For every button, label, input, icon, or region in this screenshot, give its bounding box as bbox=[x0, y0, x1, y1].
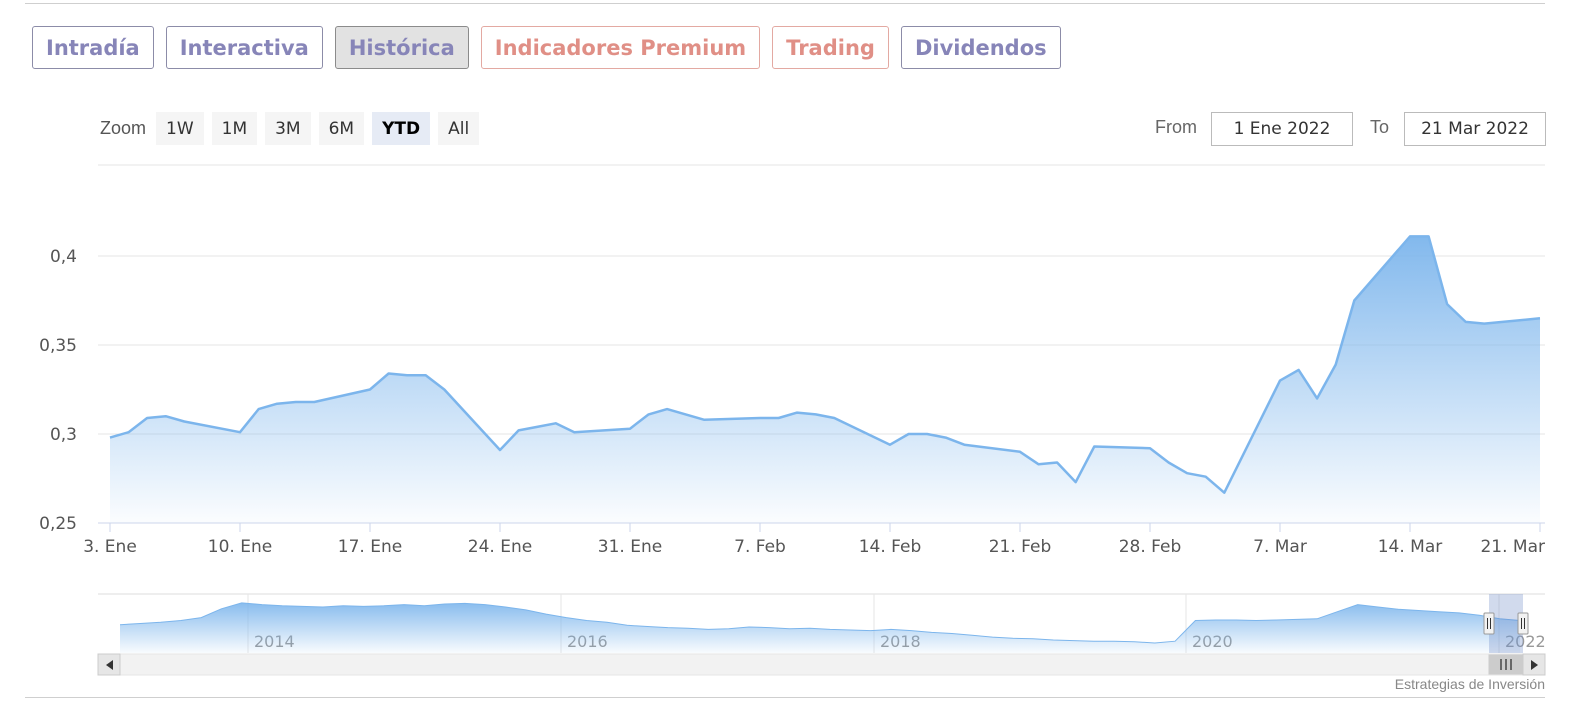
series-area bbox=[110, 236, 1540, 523]
x-tick-label: 28. Feb bbox=[1119, 537, 1182, 557]
bottom-rule bbox=[25, 697, 1545, 698]
to-label: To bbox=[1370, 117, 1390, 137]
navigator-right-handle[interactable] bbox=[1517, 612, 1529, 635]
series-line bbox=[109, 235, 1541, 494]
x-tick-label: 31. Ene bbox=[598, 537, 662, 557]
top-rule bbox=[25, 3, 1545, 4]
y-tick-label: 0,35 bbox=[39, 336, 77, 356]
zoom-6m-button[interactable]: 6M bbox=[318, 112, 365, 145]
tab-indicadores-premium[interactable]: Indicadores Premium bbox=[480, 26, 761, 69]
navigator-left-handle[interactable] bbox=[1483, 612, 1495, 635]
navigator-area bbox=[120, 602, 1520, 653]
zoom-all-button[interactable]: All bbox=[438, 112, 480, 145]
navigator-window[interactable] bbox=[1489, 594, 1523, 653]
navigator-line bbox=[119, 602, 1521, 644]
x-tick-label: 7. Feb bbox=[734, 537, 786, 557]
from-date-input[interactable] bbox=[1211, 112, 1353, 146]
y-tick-label: 0,3 bbox=[50, 425, 77, 445]
tab-interactiva[interactable]: Interactiva bbox=[165, 26, 323, 69]
x-tick-label: 3. Ene bbox=[83, 537, 137, 557]
x-tick-label: 17. Ene bbox=[338, 537, 402, 557]
x-tick-label: 21. Mar bbox=[1480, 537, 1545, 557]
zoom-3m-button[interactable]: 3M bbox=[265, 112, 311, 145]
y-tick-label: 0,25 bbox=[39, 514, 77, 534]
x-tick-label: 21. Feb bbox=[989, 537, 1052, 557]
tab-hist-rica[interactable]: Histórica bbox=[334, 26, 469, 69]
zoom-1m-button[interactable]: 1M bbox=[211, 112, 258, 145]
y-tick-label: 0,4 bbox=[50, 247, 77, 267]
tab-intrad-a[interactable]: Intradía bbox=[32, 26, 154, 69]
zoom-buttons: 1W 1M 3M 6M YTD All bbox=[156, 112, 480, 145]
chart-tabs: Intradía Interactiva Histórica Indicadores … bbox=[32, 26, 1061, 69]
arrow-right-icon bbox=[1531, 660, 1538, 670]
zoom-label: Zoom bbox=[100, 118, 147, 138]
x-tick-label: 14. Feb bbox=[859, 537, 922, 557]
tab-dividendos[interactable]: Dividendos bbox=[900, 26, 1061, 69]
x-tick-label: 7. Mar bbox=[1253, 537, 1307, 557]
scrollbar-track bbox=[97, 653, 1546, 676]
x-tick-label: 14. Mar bbox=[1378, 537, 1443, 557]
to-date-input[interactable] bbox=[1404, 112, 1546, 146]
zoom-ytd-button[interactable]: YTD bbox=[372, 112, 431, 145]
tab-trading[interactable]: Trading bbox=[772, 26, 889, 69]
credit-text: Estrategias de Inversión bbox=[1394, 676, 1545, 692]
zoom-1w-button[interactable]: 1W bbox=[156, 112, 204, 145]
arrow-left-icon bbox=[106, 660, 113, 670]
from-label: From bbox=[1155, 117, 1197, 137]
x-tick-label: 24. Ene bbox=[468, 537, 532, 557]
x-tick-label: 10. Ene bbox=[208, 537, 272, 557]
